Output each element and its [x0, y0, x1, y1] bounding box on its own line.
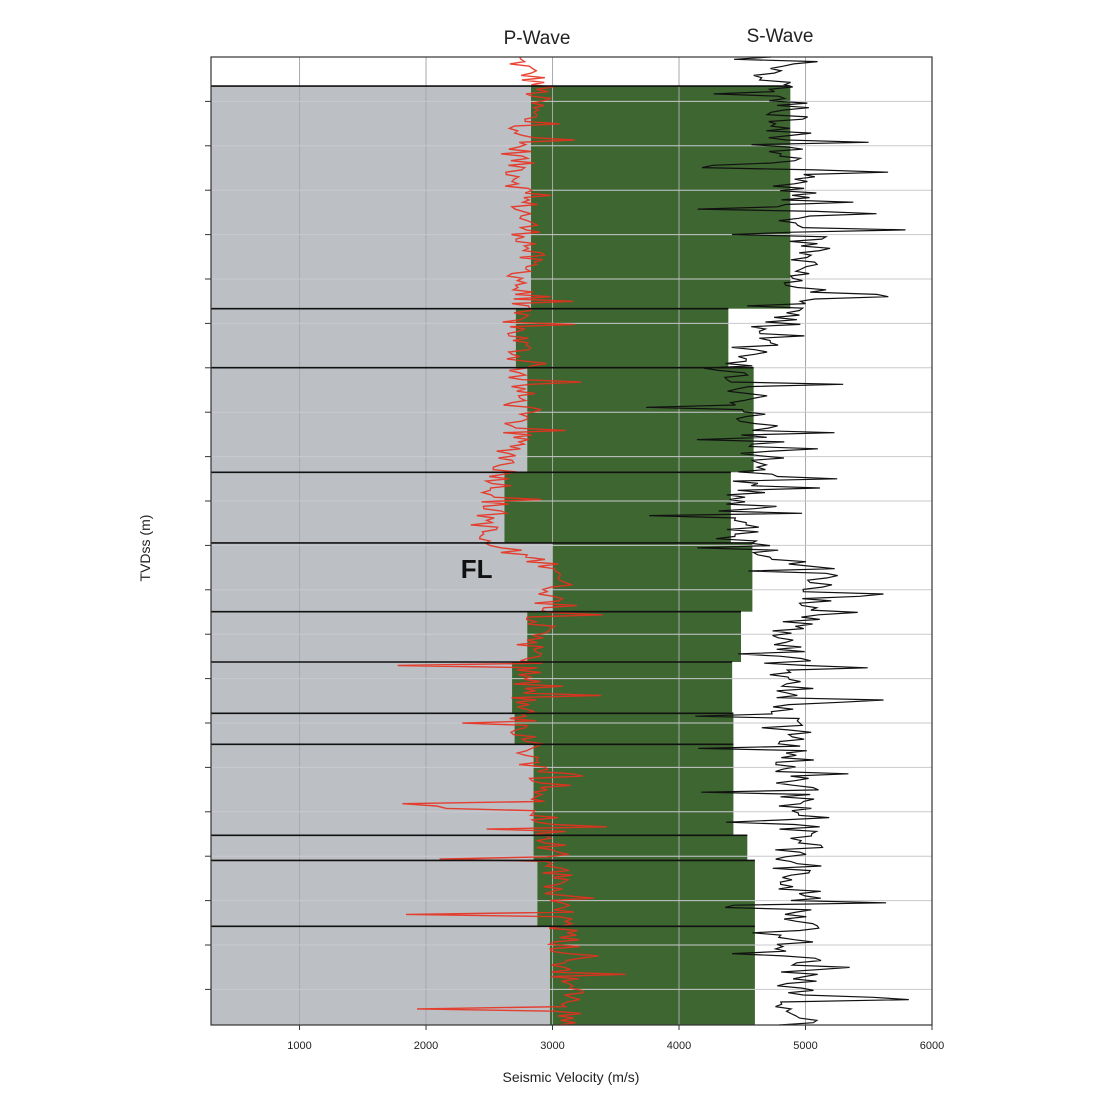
plot-area: 1000 2000 3000 4000 5000 6000 FL	[205, 56, 944, 1052]
annotation-fl: FL	[461, 554, 493, 584]
s-wave-block-3	[504, 472, 731, 543]
p-wave-block-5	[211, 611, 528, 662]
s-wave-block-1	[515, 308, 729, 368]
plot-border	[210, 56, 933, 1026]
p-wave-block-7	[211, 713, 515, 745]
s-wave-label: S-Wave	[747, 26, 814, 47]
x-tick-label-0: 1000	[287, 1040, 311, 1052]
p-wave-block-8	[211, 744, 534, 836]
s-wave-log	[645, 56, 909, 1026]
p-wave-block-4	[211, 542, 553, 612]
x-tick-label-5: 6000	[920, 1040, 944, 1052]
p-wave-block-2	[211, 367, 528, 473]
y-axis-title: TVDss (m)	[137, 515, 153, 582]
p-wave-label: P-Wave	[504, 28, 571, 49]
s-wave-block-2	[527, 367, 754, 473]
p-wave-block-10	[211, 860, 538, 927]
top-strip	[211, 57, 932, 87]
x-tick-label-3: 4000	[667, 1040, 691, 1052]
s-wave-block-10	[537, 860, 755, 927]
x-axis-title: Seismic Velocity (m/s)	[503, 1069, 640, 1085]
x-tick-label-4: 5000	[793, 1040, 817, 1052]
p-wave-block-1	[211, 308, 516, 368]
s-wave-block-5	[527, 611, 741, 662]
s-wave-block-4	[552, 542, 753, 612]
s-wave-block-7	[514, 713, 734, 745]
x-tick-label-2: 3000	[540, 1040, 564, 1052]
s-wave-block-8	[533, 744, 734, 836]
p-wave-block-3	[211, 472, 505, 543]
p-wave-block-6	[211, 662, 513, 714]
s-wave-block-0	[531, 86, 791, 309]
p-wave-block-11	[211, 926, 550, 1025]
p-wave-block-0	[211, 86, 532, 309]
p-wave-log	[397, 56, 626, 1026]
x-tick-label-1: 2000	[414, 1040, 438, 1052]
